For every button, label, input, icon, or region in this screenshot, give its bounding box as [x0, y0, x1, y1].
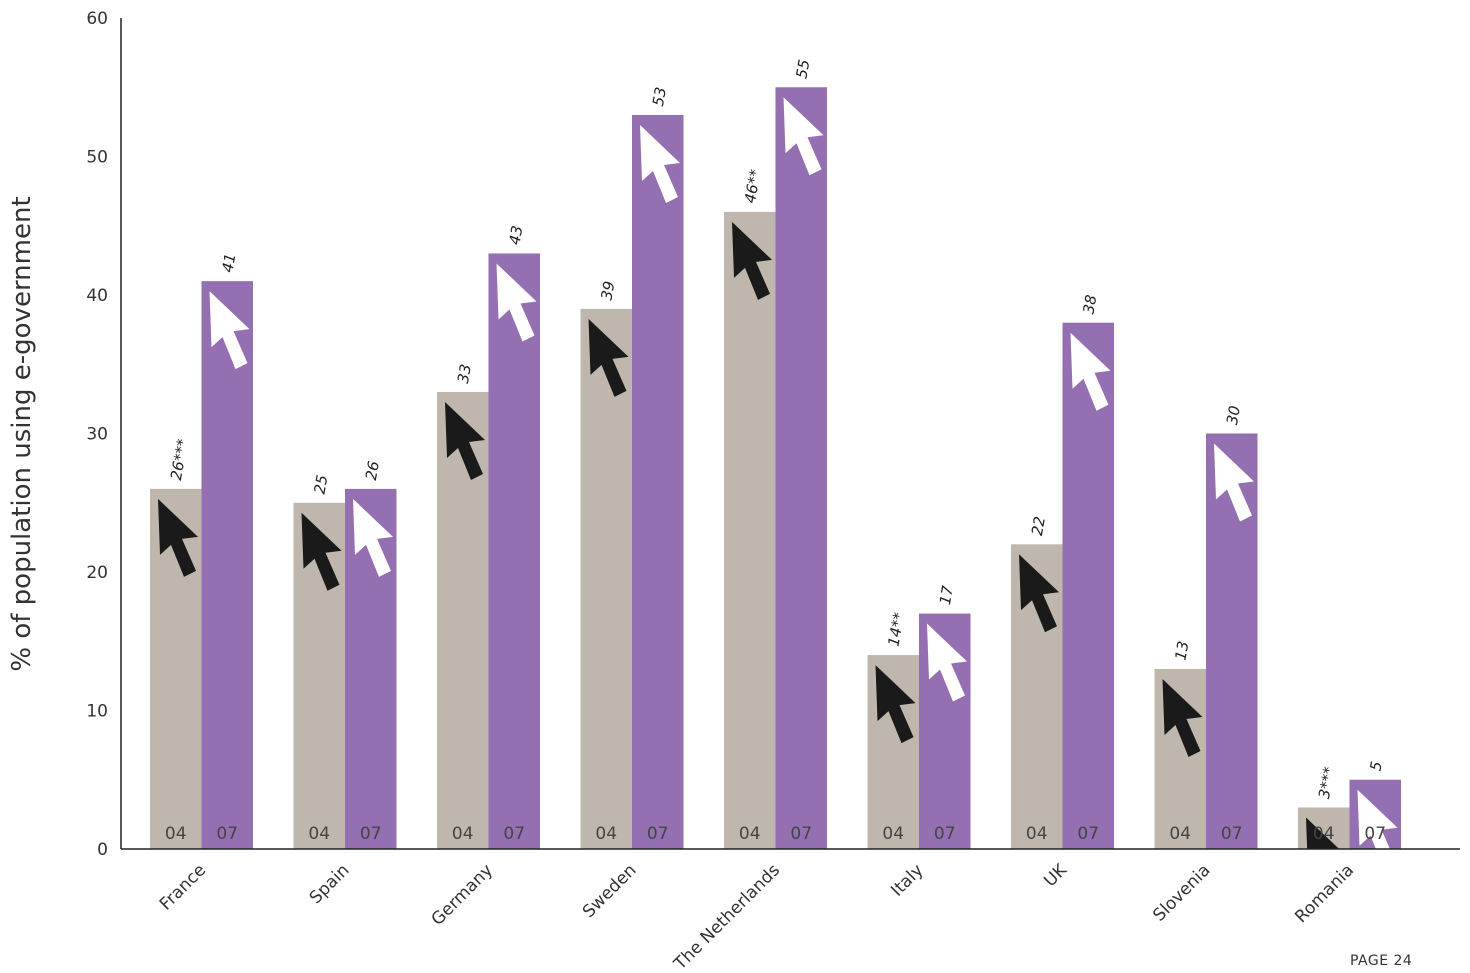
series-year-label: 07	[647, 824, 669, 844]
data-label: 17	[936, 584, 957, 606]
x-tick-label: UK	[1040, 860, 1071, 891]
data-label: 33	[454, 363, 475, 385]
black-cursor-icon	[445, 401, 485, 480]
y-tick-label: 30	[86, 425, 108, 445]
y-tick-label: 10	[86, 702, 108, 722]
white-cursor-icon	[927, 623, 967, 702]
bar	[201, 281, 253, 849]
x-tick-label: France	[156, 860, 210, 914]
black-cursor-icon	[588, 318, 629, 397]
series-year-label: 07	[503, 824, 525, 844]
x-tick-label: Germany	[428, 860, 497, 929]
series-year-label: 04	[308, 824, 330, 844]
y-tick-label: 50	[86, 148, 108, 168]
series-year-label: 07	[1364, 824, 1386, 844]
bar	[632, 114, 684, 849]
series-year-label: 04	[1169, 824, 1191, 844]
x-tick-label: The Netherlands	[670, 860, 784, 973]
series-year-label: 07	[360, 824, 382, 844]
data-label: 39	[597, 280, 618, 302]
x-tick-label: Slovenia	[1149, 860, 1214, 925]
bar	[775, 87, 827, 849]
series-year-label: 04	[165, 824, 187, 844]
y-axis-label: % of population using e-government	[7, 196, 37, 671]
data-label: 43	[505, 224, 526, 246]
data-label: 5	[1366, 760, 1385, 773]
series-year-label: 04	[739, 824, 761, 844]
data-label: 53	[649, 86, 670, 108]
black-cursor-icon	[158, 498, 198, 577]
black-cursor-icon	[1306, 817, 1340, 849]
series-year-label: 04	[1026, 824, 1048, 844]
data-label: 26	[362, 460, 383, 482]
x-tick-label: Spain	[306, 860, 354, 908]
y-tick-label: 20	[86, 563, 108, 583]
data-label: 46**	[741, 167, 765, 204]
white-cursor-icon	[1214, 443, 1254, 522]
y-tick-label: 0	[97, 840, 108, 860]
bar	[1062, 322, 1114, 849]
data-label: 55	[792, 58, 813, 80]
data-label: 38	[1079, 293, 1100, 315]
bar	[580, 308, 632, 849]
series-year-label: 04	[1313, 824, 1335, 844]
series-year-label: 07	[934, 824, 956, 844]
black-cursor-icon	[875, 665, 916, 744]
series-year-label: 07	[1077, 824, 1099, 844]
black-cursor-icon	[1162, 678, 1203, 757]
y-tick-label: 40	[86, 286, 108, 306]
black-cursor-icon	[301, 512, 342, 591]
white-cursor-icon	[1070, 332, 1111, 411]
data-label: 3***	[1315, 765, 1338, 800]
page-number: PAGE 24	[1350, 953, 1413, 969]
data-label: 13	[1171, 640, 1192, 662]
x-tick-label: Italy	[887, 860, 927, 900]
series-year-label: 04	[452, 824, 474, 844]
black-cursor-icon	[1019, 554, 1059, 633]
bar	[488, 253, 540, 849]
x-tick-label: Romania	[1291, 860, 1358, 927]
black-cursor-icon	[732, 221, 772, 300]
data-label: 26***	[167, 437, 192, 482]
data-label: 30	[1223, 404, 1244, 426]
white-cursor-icon	[353, 498, 393, 577]
white-cursor-icon	[496, 263, 537, 342]
series-year-label: 07	[790, 824, 812, 844]
bar	[1206, 433, 1258, 849]
white-cursor-icon	[783, 97, 824, 176]
data-label: 41	[218, 252, 239, 274]
x-tick-label: Sweden	[579, 860, 641, 922]
series-year-label: 04	[595, 824, 617, 844]
data-label: 25	[310, 474, 331, 496]
series-year-label: 07	[216, 824, 238, 844]
white-cursor-icon	[1357, 789, 1398, 849]
white-cursor-icon	[640, 124, 680, 203]
series-year-label: 04	[882, 824, 904, 844]
data-label: 14**	[884, 611, 908, 648]
bar	[437, 391, 489, 849]
white-cursor-icon	[209, 291, 250, 370]
y-tick-label: 60	[86, 9, 108, 29]
series-year-label: 07	[1221, 824, 1243, 844]
bar	[724, 211, 776, 849]
data-label: 22	[1028, 515, 1049, 537]
